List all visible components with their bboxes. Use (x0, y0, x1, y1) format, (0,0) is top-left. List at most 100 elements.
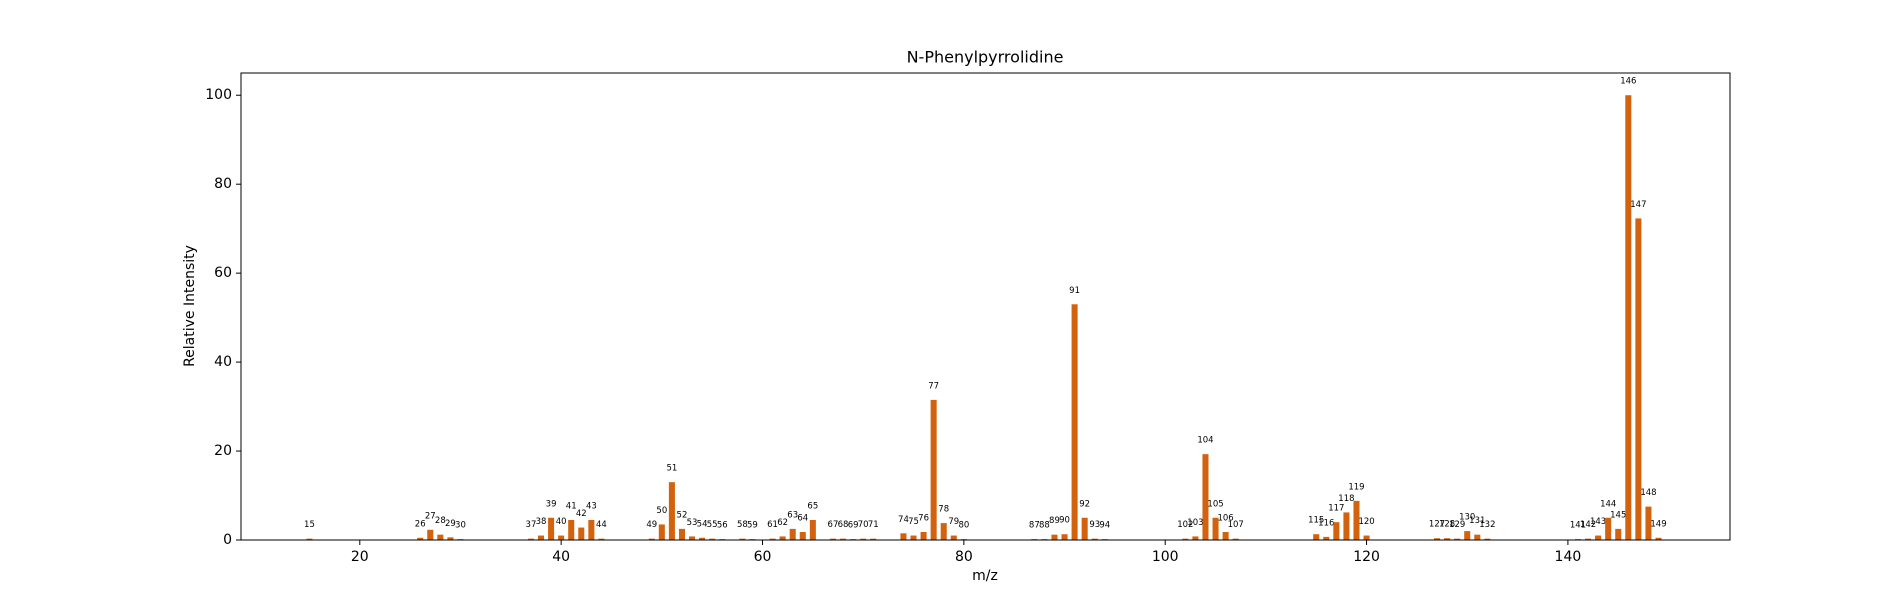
bar (1182, 538, 1189, 540)
bar-label: 52 (677, 510, 688, 520)
bar (1081, 517, 1088, 540)
bar (920, 531, 927, 540)
y-tick-label: 100 (205, 87, 232, 103)
bar (1615, 528, 1622, 540)
bar-label: 49 (646, 520, 657, 530)
bar (689, 536, 696, 540)
bar-label: 89 (1049, 516, 1060, 526)
bar (1625, 95, 1632, 540)
bar-label: 141 (1570, 521, 1586, 531)
bar-label: 55 (707, 520, 718, 530)
y-tick-label: 40 (214, 354, 232, 370)
bar (699, 537, 706, 540)
bar-label: 43 (586, 501, 597, 511)
bar-label: 68 (838, 520, 849, 530)
bar-label: 88 (1039, 521, 1050, 531)
bar-label: 28 (435, 516, 446, 526)
bar (648, 538, 655, 540)
bar-label: 40 (556, 517, 567, 527)
bar (1333, 522, 1340, 540)
bar-label: 79 (948, 517, 959, 527)
bar-label: 30 (455, 521, 466, 531)
y-tick-label: 60 (214, 265, 232, 281)
x-tick-label: 20 (351, 549, 369, 565)
bar-label: 147 (1630, 200, 1646, 210)
bar (1202, 454, 1209, 540)
bar-label: 44 (596, 520, 607, 530)
bar (739, 538, 746, 540)
x-tick-label: 120 (1353, 549, 1380, 565)
bar-label: 144 (1600, 499, 1616, 509)
bar-label: 128 (1439, 520, 1455, 530)
bar-label: 131 (1469, 516, 1485, 526)
bar (829, 538, 836, 540)
bar (578, 527, 585, 540)
bar-label: 129 (1449, 520, 1465, 530)
bar (1071, 304, 1078, 540)
bar (1444, 538, 1451, 540)
bar-label: 105 (1207, 499, 1223, 509)
bar-label: 53 (687, 518, 698, 528)
bar-label: 107 (1228, 520, 1244, 530)
bar (709, 538, 716, 540)
bar (1605, 517, 1612, 540)
bar (568, 519, 575, 540)
bar (900, 533, 907, 540)
bar-label: 132 (1479, 520, 1495, 530)
x-tick-label: 40 (552, 549, 570, 565)
bar (779, 536, 786, 540)
plot-frame (240, 72, 1731, 541)
bar-label: 15 (304, 520, 315, 530)
bar (527, 538, 534, 540)
bar (678, 528, 685, 540)
bar (558, 535, 565, 540)
bar-label: 29 (445, 519, 456, 529)
bar-label: 94 (1099, 521, 1110, 531)
bar-label: 145 (1610, 510, 1626, 520)
x-tick-label: 100 (1152, 549, 1179, 565)
x-tick-label: 140 (1555, 549, 1582, 565)
bar-label: 87 (1029, 521, 1040, 531)
bar-label: 119 (1348, 482, 1364, 492)
bar (1585, 538, 1592, 540)
bar (1635, 218, 1642, 541)
bar-label: 56 (717, 521, 728, 531)
bar-label: 117 (1328, 504, 1344, 514)
bar-label: 70 (858, 520, 869, 530)
bar-label: 127 (1429, 520, 1445, 530)
bar (548, 517, 555, 540)
bar-label: 103 (1187, 518, 1203, 528)
bar-label: 80 (958, 521, 969, 531)
bar-label: 90 (1059, 516, 1070, 526)
bar (447, 537, 454, 540)
bar-label: 50 (656, 506, 667, 516)
bar-label: 76 (918, 513, 929, 523)
bar (1192, 536, 1199, 540)
bar-label: 118 (1338, 494, 1354, 504)
bar-label: 93 (1089, 520, 1100, 530)
bar-label: 71 (868, 520, 879, 530)
bar (860, 538, 867, 540)
bar (537, 535, 545, 540)
y-tick-label: 20 (214, 443, 232, 459)
bar (1655, 537, 1662, 540)
bar (1595, 535, 1602, 540)
bar (668, 482, 675, 540)
bar (1343, 512, 1350, 540)
bar (306, 538, 313, 540)
bar (1363, 535, 1370, 540)
bar-label: 69 (848, 521, 859, 531)
y-tick-label: 0 (223, 532, 232, 548)
bar (940, 523, 947, 540)
bar (1484, 538, 1491, 540)
bar (1353, 500, 1360, 540)
bar-label: 91 (1069, 286, 1080, 296)
bar-label: 63 (787, 510, 798, 520)
bar-label: 61 (767, 520, 778, 530)
bar (417, 537, 424, 540)
bar (588, 519, 595, 540)
bar-label: 38 (536, 517, 547, 527)
bar-label: 67 (828, 520, 839, 530)
bar-label: 65 (807, 501, 818, 511)
bar (1645, 506, 1652, 540)
